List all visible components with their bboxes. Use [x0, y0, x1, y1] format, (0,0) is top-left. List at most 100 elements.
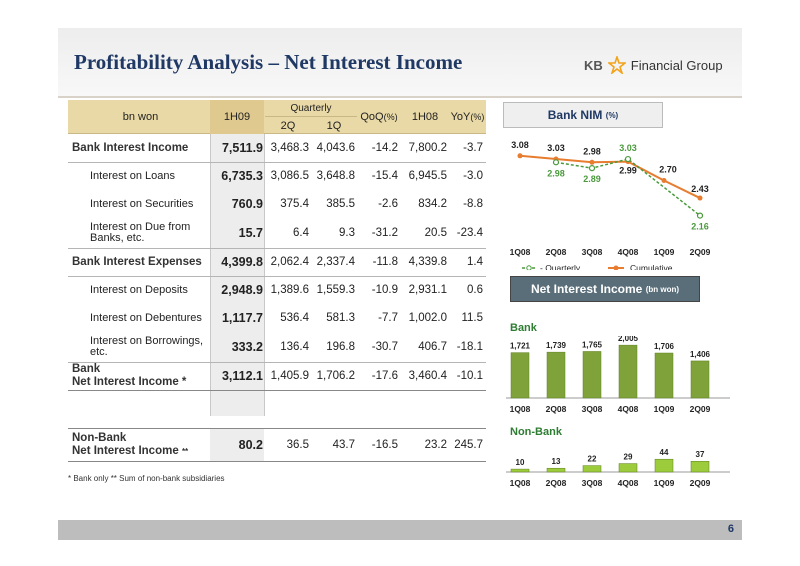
logo-text: Financial Group — [630, 57, 723, 73]
x-tick-label: 2Q09 — [690, 404, 711, 414]
x-tick-label: 2Q08 — [546, 478, 567, 488]
bar — [690, 360, 710, 399]
quarterly-data-label: 3.03 — [619, 143, 637, 153]
bar-data-label: 1,706 — [654, 342, 675, 351]
cumulative-data-label: 2.43 — [691, 184, 709, 194]
bank-bar-chart: 1,721 1Q08 1,739 2Q08 1,765 3Q08 2,005 4Q08 1,70… — [506, 336, 730, 414]
quarterly-point — [624, 155, 632, 163]
bar — [582, 351, 602, 399]
x-tick-label: 2Q09 — [690, 247, 711, 257]
x-tick-label: 1Q09 — [654, 478, 675, 488]
bar — [618, 344, 638, 399]
bar-data-label: 22 — [588, 455, 597, 464]
bar-data-label: 1,739 — [546, 341, 567, 350]
legend-cumulative-label: Cumulative — [630, 263, 673, 270]
nonbank-bar-chart: 10 1Q08 13 2Q08 22 3Q08 29 4Q08 44 1Q09 37 2Q09 — [506, 448, 730, 488]
x-tick-label: 4Q08 — [618, 247, 639, 257]
bar-data-label: 1,765 — [582, 340, 603, 349]
footnote: * Bank only ** Sum of non-bank subsidiar… — [68, 474, 225, 483]
bar-data-label: 1,721 — [510, 342, 531, 351]
legend-quarterly-label: - Quarterly — [540, 263, 581, 270]
col-yoy: YoY (%) — [450, 111, 485, 123]
x-tick-label: 3Q08 — [582, 478, 603, 488]
logo-kb: KB — [584, 57, 603, 73]
x-tick-label: 1Q08 — [510, 478, 531, 488]
cumulative-point — [589, 159, 595, 165]
quarterly-point — [696, 212, 704, 219]
bar-data-label: 37 — [696, 450, 705, 459]
bar — [654, 458, 674, 473]
x-tick-label: 1Q09 — [654, 247, 675, 257]
x-tick-label: 3Q08 — [582, 404, 603, 414]
bar — [582, 465, 602, 473]
bar — [510, 352, 530, 399]
table-row: Interest on Debentures 1,117.7 536.4 581.3-… — [90, 311, 483, 325]
col-bn-won: bn won — [122, 111, 159, 123]
x-tick-label: 4Q08 — [618, 478, 639, 488]
cumulative-data-label: 2.70 — [659, 165, 677, 175]
bar — [546, 467, 566, 473]
bar-data-label: 1,406 — [690, 350, 711, 359]
page-title: Profitability Analysis – Net Interest In… — [74, 50, 463, 74]
x-tick-label: 1Q08 — [510, 404, 531, 414]
cumulative-data-label: 2.99 — [619, 166, 637, 176]
bar — [546, 351, 566, 399]
kb-logo: KB Financial Group — [584, 52, 723, 78]
col-1h09: 1H09 — [210, 100, 264, 134]
table-row: Interest on Borrowings, etc. 333.2 136.4 19… — [90, 335, 483, 358]
nim-chart: 3.08 3.03 2.98 2.99 2.70 2.43 2.98 2.89 3.03 2.16… — [510, 140, 711, 270]
table-row: Interest on Due from Banks, etc. 15.7 6.4 9… — [90, 221, 483, 244]
table-row: Interest on Deposits 2,948.9 1,389.6 1,559.… — [90, 283, 483, 297]
slide: Profitability Analysis – Net Interest In… — [58, 28, 742, 540]
x-tick-label: 1Q08 — [510, 247, 531, 257]
bar-data-label: 29 — [624, 453, 633, 462]
bar — [510, 468, 530, 473]
x-tick-label: 1Q09 — [654, 404, 675, 414]
table-row: Bank Interest Income 7,511.9 3,468.3 4,043.… — [72, 141, 483, 155]
cumulative-series-line — [519, 154, 701, 199]
table-row: Bank Net Interest Income * 3,112.1 1,405.9… — [72, 363, 483, 388]
quarterly-point — [588, 165, 596, 172]
quarterly-data-label: 2.89 — [583, 174, 601, 184]
bar — [618, 463, 638, 473]
col-qoq: QoQ (%) — [360, 111, 398, 123]
nonbank-label: Non-Bank — [510, 426, 562, 438]
bar — [654, 352, 674, 399]
cumulative-data-label: 3.03 — [547, 143, 565, 153]
x-tick-label: 3Q08 — [582, 247, 603, 257]
cumulative-data-label: 3.08 — [511, 140, 529, 150]
quarterly-data-label: 2.16 — [691, 222, 709, 232]
table-row: Bank Interest Expenses 4,399.8 2,062.4 2,33… — [72, 255, 483, 269]
footer-bar: 6 — [58, 520, 742, 540]
bar-data-label: 2,005 — [618, 336, 639, 343]
table-row: Interest on Securities 760.9 375.4 385.5 -2.… — [90, 197, 483, 211]
quarterly-series-line — [555, 158, 701, 217]
star-icon — [607, 56, 626, 74]
cumulative-point — [661, 178, 667, 183]
nii-panel-title: Net Interest Income (bn won) — [510, 276, 700, 302]
col-quarterly: Quarterly — [290, 103, 332, 114]
col-2q: 2Q — [280, 119, 296, 132]
x-tick-label: 2Q08 — [546, 247, 567, 257]
col-1h08: 1H08 — [411, 111, 439, 123]
bar-data-label: 44 — [660, 448, 669, 457]
legend-cumulative-marker — [613, 265, 619, 270]
table-row: Interest on Loans 6,735.3 3,086.5 3,648.8 -1… — [90, 169, 483, 183]
x-tick-label: 4Q08 — [618, 404, 639, 414]
nim-panel-title: Bank NIM (%) — [503, 102, 663, 128]
cumulative-point — [517, 153, 523, 159]
col-1q: 1Q — [326, 119, 342, 132]
page-number: 6 — [727, 523, 734, 535]
table-header: bn won 1H09 Quarterly 2Q 1Q QoQ (%) 1H08 … — [68, 100, 486, 134]
cumulative-data-label: 2.98 — [583, 146, 601, 156]
bar-data-label: 13 — [552, 457, 561, 466]
header: Profitability Analysis – Net Interest In… — [58, 28, 742, 98]
x-tick-label: 2Q09 — [690, 478, 711, 488]
x-tick-label: 2Q08 — [546, 404, 567, 414]
bar — [690, 460, 710, 473]
quarterly-point — [552, 159, 560, 166]
cumulative-point — [697, 195, 703, 201]
bar-data-label: 10 — [516, 458, 525, 467]
bank-label: Bank — [510, 322, 537, 334]
table-row-nonbank: Non-Bank Net Interest Income ** 80.2 36.5… — [72, 432, 483, 457]
